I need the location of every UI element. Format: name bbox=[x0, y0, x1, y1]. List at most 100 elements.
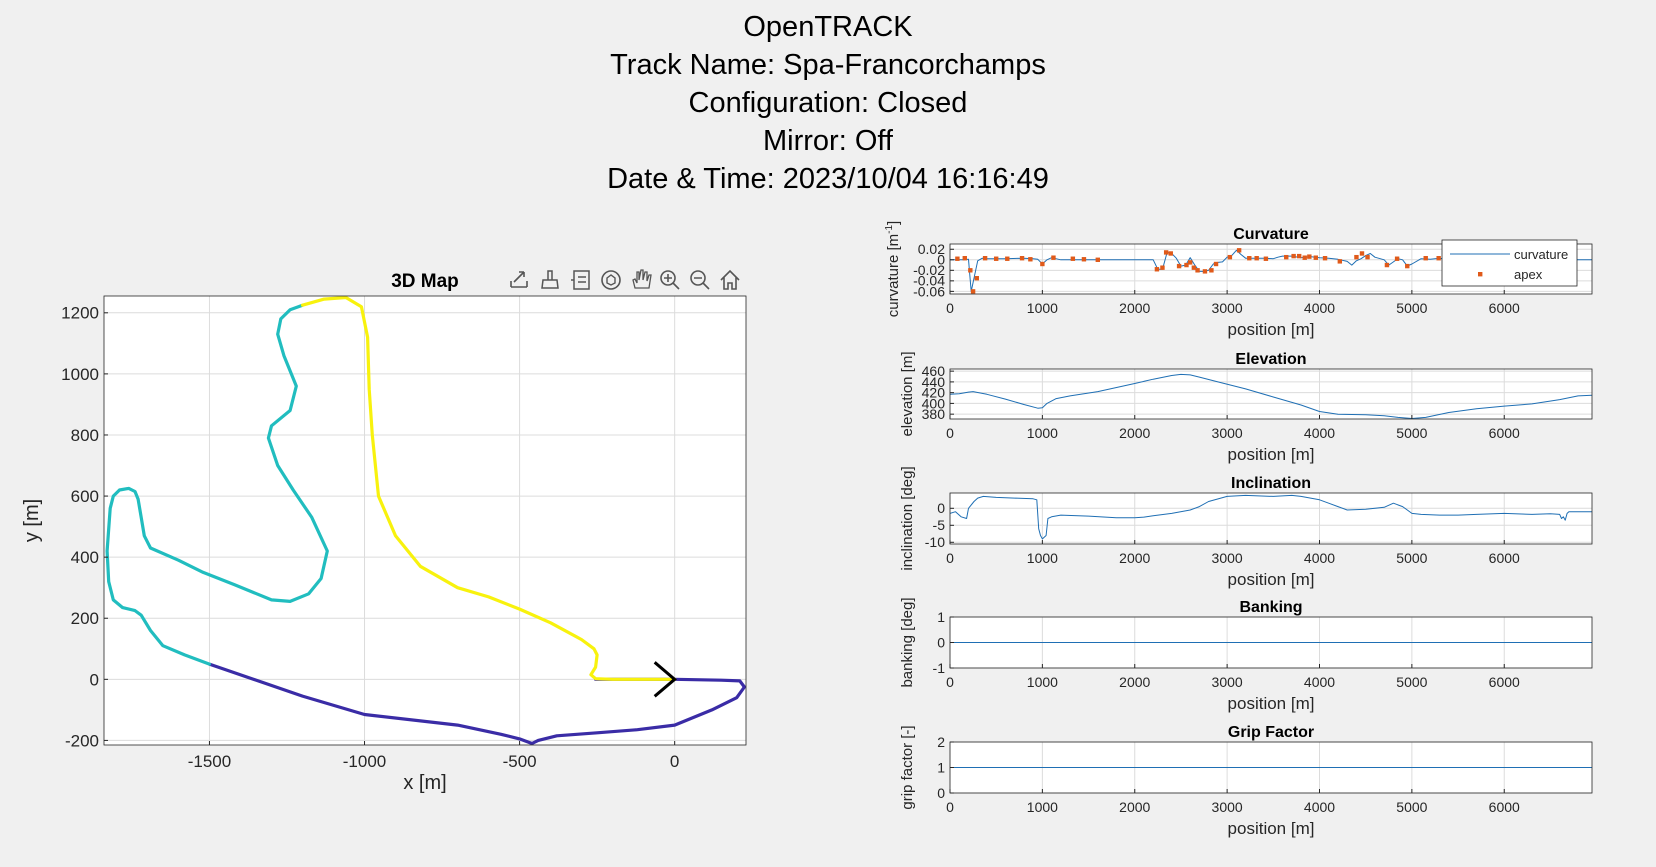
grip-ylabel: grip factor [-] bbox=[899, 725, 916, 809]
map-xtick-label: -500 bbox=[503, 752, 537, 771]
banking-ytick-label: 1 bbox=[937, 609, 945, 625]
curvature-apex-marker bbox=[970, 289, 976, 294]
grip-xtick-label: 2000 bbox=[1119, 799, 1150, 815]
inclination-axes: 0 1000 2000 3000 4000 5000 60000-5-10Inclinati… bbox=[899, 466, 1593, 589]
curvature-apex-marker bbox=[1209, 268, 1214, 273]
elevation-xtick-label: 2000 bbox=[1119, 425, 1150, 441]
map-ytick-label: 400 bbox=[71, 548, 99, 567]
ylabel-exponent: -1 bbox=[884, 225, 895, 234]
curvature-apex-marker bbox=[982, 256, 988, 261]
elevation-ytick-label: 380 bbox=[922, 406, 946, 422]
curvature-ytick-label: -0.06 bbox=[913, 283, 945, 299]
banking-title: Banking bbox=[1239, 599, 1302, 616]
curvature-apex-marker bbox=[1168, 251, 1173, 256]
curvature-apex-marker bbox=[1040, 261, 1045, 267]
curvature-apex-marker bbox=[1227, 254, 1233, 260]
curvature-apex-marker bbox=[1254, 256, 1259, 261]
datatips-icon[interactable] bbox=[570, 269, 592, 291]
curvature-apex-marker bbox=[1081, 257, 1087, 262]
curvature-apex-marker bbox=[1005, 256, 1010, 261]
curvature-apex-marker bbox=[1313, 255, 1319, 260]
legend-box bbox=[1441, 239, 1578, 287]
curvature-apex-marker bbox=[1095, 257, 1100, 262]
title-line-configuration: Configuration: Closed bbox=[688, 87, 968, 119]
curvature-ylabel: curvature [m-1] bbox=[884, 221, 902, 317]
title-line-track: Track Name: Spa-Francorchamps bbox=[610, 49, 1046, 81]
map-ytick-label: 800 bbox=[71, 426, 99, 445]
brush-icon[interactable] bbox=[539, 269, 561, 291]
elevation-xtick-label: 5000 bbox=[1396, 425, 1427, 441]
curvature-ytick-label: -0.02 bbox=[913, 262, 945, 278]
curvature-series-0 bbox=[950, 244, 1592, 292]
legend-entry-curvature: curvature bbox=[1514, 247, 1568, 262]
curvature-apex-marker bbox=[1322, 256, 1328, 261]
start-arrow-icon bbox=[653, 661, 677, 698]
map-ytick-label: 600 bbox=[71, 487, 99, 506]
inclination-ytick-label: 0 bbox=[937, 500, 945, 516]
curvature-apex-marker bbox=[1365, 254, 1370, 260]
elevation-xtick-label: 3000 bbox=[1212, 425, 1243, 441]
curvature-apex-marker bbox=[993, 256, 999, 261]
banking-ytick-label: -1 bbox=[933, 660, 946, 676]
axes-toolbar[interactable] bbox=[508, 269, 741, 291]
grip-title: Grip Factor bbox=[1228, 724, 1314, 741]
curvature-xtick-label: 2000 bbox=[1119, 300, 1150, 316]
curvature-apex-marker bbox=[1394, 256, 1400, 261]
figure-title: OpenTRACK Track Name: Spa-Francorchamps … bbox=[0, 8, 1656, 198]
curvature-xlabel: position [m] bbox=[1228, 320, 1315, 339]
map-ytick-label: 200 bbox=[71, 609, 99, 628]
banking-xlabel: position [m] bbox=[1228, 694, 1315, 713]
inclination-xtick-label: 5000 bbox=[1396, 550, 1427, 566]
curvature-apex-marker bbox=[1263, 256, 1269, 261]
inclination-xtick-label: 6000 bbox=[1489, 550, 1520, 566]
map-xtick-label: 0 bbox=[670, 752, 679, 771]
curvature-apex-marker bbox=[1154, 267, 1160, 272]
zoom-in-icon[interactable] bbox=[659, 269, 681, 291]
grip-xtick-label: 6000 bbox=[1489, 799, 1520, 815]
curvature-ytick-label: 0 bbox=[937, 252, 945, 268]
grip-xtick-label: 5000 bbox=[1396, 799, 1427, 815]
map-plot-area bbox=[104, 296, 746, 745]
elevation-xlabel: position [m] bbox=[1228, 445, 1315, 464]
curvature-apex-marker bbox=[1354, 254, 1359, 260]
grip-ytick-label: 2 bbox=[937, 734, 945, 750]
curvature-apex-marker bbox=[955, 256, 960, 261]
inclination-data bbox=[950, 494, 1592, 540]
curvature-apex-marker bbox=[1247, 256, 1252, 261]
banking-axes: 0 1000 2000 3000 4000 5000 600010-1Bankingposi… bbox=[899, 597, 1593, 713]
elevation-xtick-label: 1000 bbox=[1027, 425, 1058, 441]
curvature-apex-marker bbox=[1284, 254, 1289, 260]
curvature-ytick-label: -0.04 bbox=[913, 273, 945, 289]
curvature-axes-box bbox=[949, 243, 1593, 295]
curvature-xtick-label: 6000 bbox=[1489, 300, 1520, 316]
map-series-2 bbox=[300, 296, 677, 681]
curvature-apex-marker bbox=[1291, 253, 1296, 259]
grip-xtick-label: 0 bbox=[946, 799, 954, 815]
curvature-apex-marker bbox=[1163, 250, 1169, 255]
grip-ytick-label: 1 bbox=[937, 759, 945, 775]
inclination-xlabel: position [m] bbox=[1228, 570, 1315, 589]
export-icon[interactable] bbox=[508, 269, 530, 291]
pan-icon[interactable] bbox=[630, 269, 652, 291]
home-icon[interactable] bbox=[719, 269, 741, 291]
map-data bbox=[105, 296, 746, 745]
grip-xtick-label: 4000 bbox=[1304, 799, 1335, 815]
grip-ytick-label: 0 bbox=[937, 785, 945, 801]
curvature-title: Curvature bbox=[1233, 226, 1309, 243]
curvature-apex-marker bbox=[1423, 256, 1428, 261]
curvature-apex-marker bbox=[962, 256, 967, 261]
inclination-xtick-label: 4000 bbox=[1304, 550, 1335, 566]
elevation-plot-area bbox=[950, 369, 1592, 419]
curvature-apex-marker bbox=[1051, 255, 1056, 260]
elevation-ytick-label: 400 bbox=[922, 395, 946, 411]
inclination-xtick-label: 3000 bbox=[1212, 550, 1243, 566]
zoom-out-icon[interactable] bbox=[689, 269, 711, 291]
banking-xtick-label: 4000 bbox=[1304, 674, 1335, 690]
map-ytick-label: 1000 bbox=[61, 365, 99, 384]
curvature-ytick-label: 0.02 bbox=[918, 241, 945, 257]
curvature-apex-marker bbox=[1191, 265, 1197, 270]
rotate-icon[interactable] bbox=[600, 269, 622, 291]
elevation-ytick-label: 460 bbox=[922, 363, 946, 379]
elevation-ylabel: elevation [m] bbox=[899, 351, 916, 436]
